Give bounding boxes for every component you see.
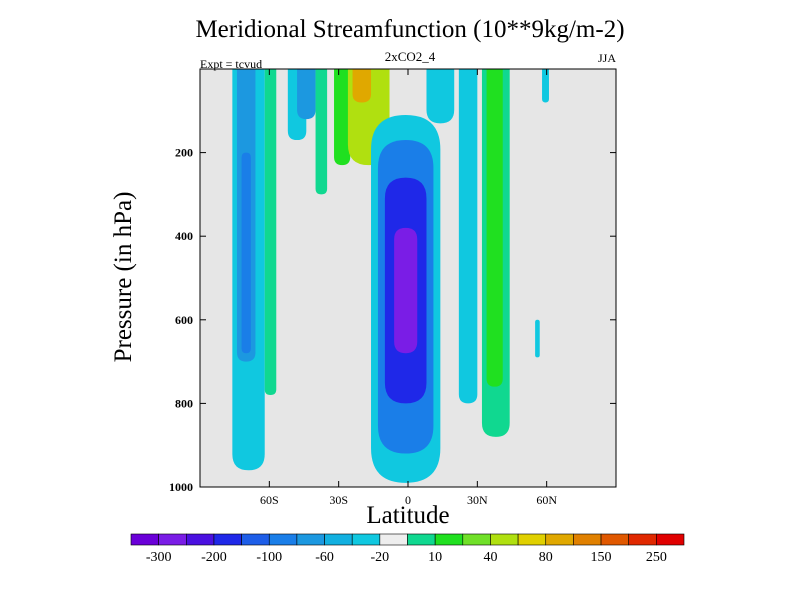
colorbar-label: 40 (483, 550, 497, 565)
contour-region-15 (458, 69, 478, 404)
contour-region-9 (352, 69, 372, 103)
x-axis: 60S 30S 0 30N 60N (260, 69, 557, 507)
colorbar-swatch (600, 533, 629, 546)
colorbar-swatch (268, 533, 298, 546)
chart-title: Meridional Streamfunction (10**9kg/m-2) (195, 16, 625, 43)
colorbar-label: -300 (146, 550, 172, 565)
colorbar-label: 250 (646, 550, 667, 565)
y-tick-label: 200 (175, 146, 193, 160)
colorbar-swatch (573, 533, 602, 546)
colorbar-swatch (628, 533, 657, 546)
colorbar-swatch (130, 533, 159, 546)
x-tick-label: 60N (536, 493, 557, 507)
y-axis: 200 400 600 800 1000 (169, 146, 616, 494)
x-tick-label: 30N (467, 493, 488, 507)
colorbar-swatch (517, 533, 547, 546)
y-tick-label: 400 (175, 229, 193, 243)
colorbar-label: -20 (371, 550, 390, 565)
colorbar-swatch (186, 533, 215, 546)
x-tick-label: 0 (405, 493, 411, 507)
colorbar-swatch (158, 533, 187, 546)
contour-fill-layer (232, 69, 549, 483)
colorbar-swatch (434, 533, 464, 546)
contour-region-13 (394, 227, 418, 354)
colorbar-swatch (490, 533, 519, 546)
contour-region-18 (542, 69, 549, 103)
colorbar-swatch (545, 533, 574, 546)
colorbar: -300 -200 -100 -60 -20 10 40 80 150 250 (130, 533, 685, 565)
colorbar-swatch (407, 533, 436, 546)
colorbar-swatch (241, 533, 270, 546)
colorbar-swatch (351, 533, 381, 546)
contour-region-19 (535, 319, 540, 358)
colorbar-label: 80 (539, 550, 553, 565)
y-tick-label: 600 (175, 313, 193, 327)
colorbar-label: 10 (428, 550, 442, 565)
contour-region-2 (241, 152, 251, 354)
contour-region-7 (334, 69, 351, 166)
season-label: JJA (597, 51, 616, 65)
colorbar-swatch (656, 533, 685, 546)
colorbar-swatch (379, 533, 408, 546)
colorbar-swatch (324, 533, 353, 546)
colorbar-label: -100 (256, 550, 282, 565)
x-tick-label: 60S (260, 493, 279, 507)
colorbar-swatch (462, 533, 491, 546)
colorbar-label: -60 (315, 550, 334, 565)
experiment-label: Expt = tcvud (200, 57, 263, 71)
y-tick-label: 1000 (169, 480, 193, 494)
y-tick-label: 800 (175, 396, 193, 410)
contour-region-3 (264, 69, 277, 396)
contour-region-17 (486, 69, 503, 387)
contour-region-14 (426, 69, 455, 124)
y-axis-label: Pressure (in hPa) (110, 191, 137, 363)
contour-region-5 (297, 69, 316, 120)
contour-region-6 (315, 69, 328, 195)
chart-subtitle: 2xCO2_4 (384, 49, 436, 64)
colorbar-swatch (296, 533, 325, 546)
colorbar-swatch (213, 533, 242, 546)
x-tick-label: 30S (329, 493, 348, 507)
x-axis-label: Latitude (366, 502, 450, 529)
colorbar-label: -200 (201, 550, 227, 565)
colorbar-label: 150 (591, 550, 612, 565)
